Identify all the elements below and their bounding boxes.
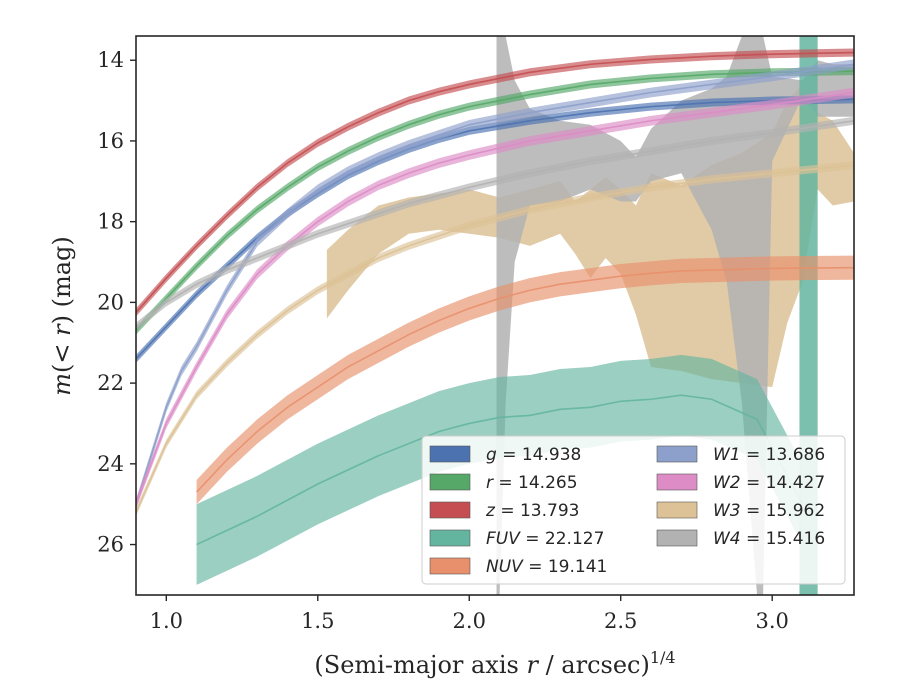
w3-profile-band bbox=[326, 84, 854, 388]
legend-swatch bbox=[429, 501, 471, 519]
y-axis-label: m(< r) (mag) bbox=[48, 236, 76, 396]
nuv-series-line bbox=[196, 266, 854, 493]
legend-label: W4 = 15.416 bbox=[713, 529, 825, 549]
w4-series-line bbox=[136, 119, 854, 328]
y-tick-label: 14 bbox=[97, 48, 124, 72]
x-axis-label: (Semi-major axis r / arcsec)1/4 bbox=[314, 648, 675, 679]
legend-swatch bbox=[656, 529, 698, 547]
y-tick-label: 24 bbox=[97, 452, 124, 476]
x-tick-label: 2.5 bbox=[604, 609, 637, 633]
y-tick-label: 26 bbox=[97, 533, 124, 557]
legend-label: r = 14.265 bbox=[486, 473, 578, 493]
y-tick-label: 22 bbox=[97, 371, 124, 395]
w2-series-line bbox=[136, 91, 854, 505]
y-tick-label: 18 bbox=[97, 210, 124, 234]
z-series-line bbox=[136, 51, 854, 314]
x-tick-label: 2.0 bbox=[453, 609, 486, 633]
w1-series-line bbox=[136, 63, 854, 505]
fuv-series-line bbox=[196, 394, 804, 546]
series-group bbox=[136, 48, 854, 585]
y-tick-label: 16 bbox=[97, 129, 124, 153]
y-tick-label: 20 bbox=[97, 290, 124, 314]
legend-label: W3 = 15.962 bbox=[713, 501, 825, 521]
x-tick-label: 3.0 bbox=[755, 609, 788, 633]
x-axis: 1.0 1.5 2.0 2.5 3.0 bbox=[150, 595, 789, 633]
legend-label: W2 = 14.427 bbox=[713, 473, 825, 493]
y-axis: 14 16 18 20 22 24 26 bbox=[97, 48, 136, 557]
r-series-line bbox=[136, 70, 854, 332]
legend-box bbox=[421, 435, 846, 585]
legend-swatch bbox=[656, 473, 698, 491]
legend-label: g = 14.938 bbox=[486, 445, 581, 465]
legend-label: W1 = 13.686 bbox=[713, 445, 825, 465]
fuv-uncertainty-band bbox=[196, 354, 803, 585]
x-tick-label: 1.5 bbox=[301, 609, 334, 633]
w3-series-line bbox=[136, 164, 854, 513]
legend-swatch bbox=[429, 557, 471, 575]
legend-swatch bbox=[656, 445, 698, 463]
legend-label: z = 13.793 bbox=[485, 501, 579, 521]
x-tick-label: 1.0 bbox=[150, 609, 183, 633]
legend-swatch bbox=[429, 529, 471, 547]
legend-label: FUV = 22.127 bbox=[486, 529, 604, 549]
plot-frame bbox=[135, 35, 855, 596]
legend-swatch bbox=[429, 445, 471, 463]
legend-swatch bbox=[429, 473, 471, 491]
legend: g = 14.938 r = 14.265 z = 13.793 FUV = 22.1… bbox=[421, 435, 846, 585]
legend-label: NUV = 19.141 bbox=[486, 557, 607, 577]
legend-swatch bbox=[656, 501, 698, 519]
